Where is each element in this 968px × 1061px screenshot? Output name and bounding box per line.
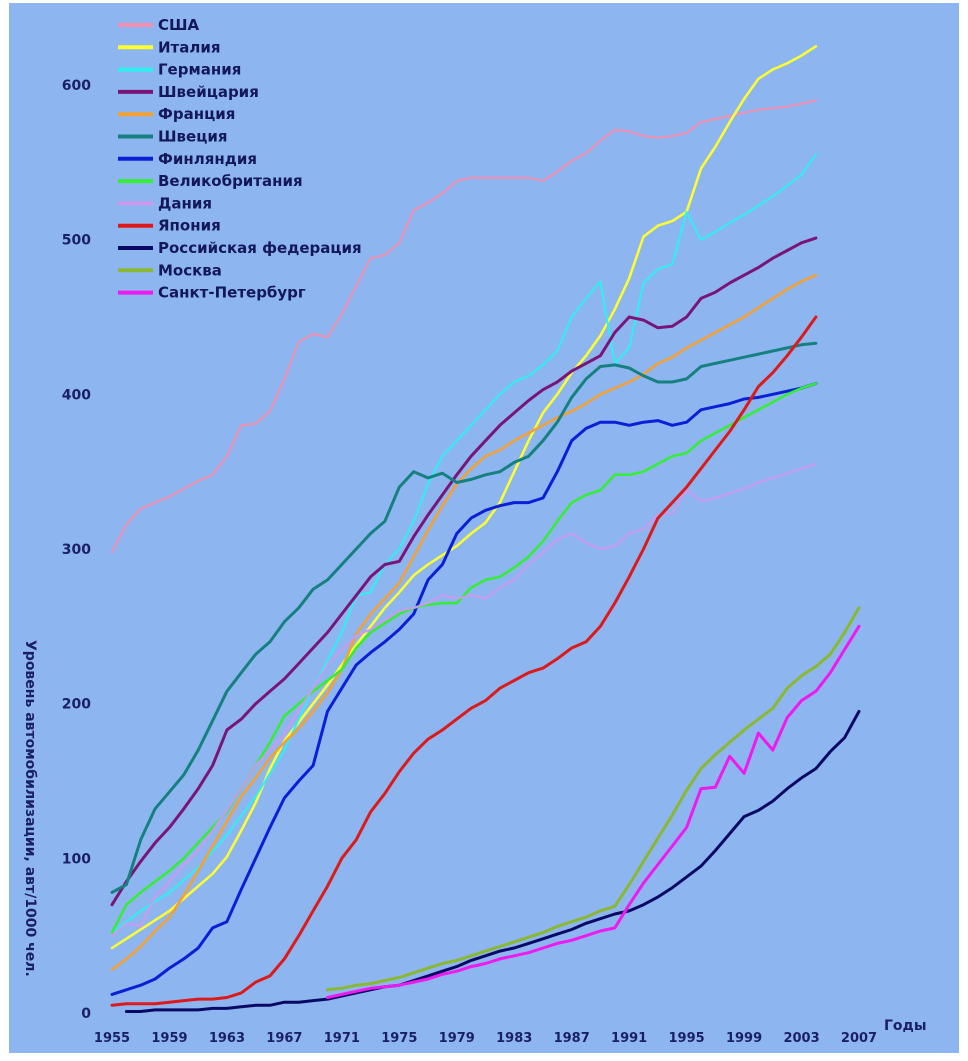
series-line	[110, 273, 818, 971]
series-line	[111, 153, 817, 934]
x-tick-label: 1955	[94, 1031, 130, 1046]
legend-label: США	[158, 16, 200, 34]
legend-label: Япония	[158, 217, 221, 235]
x-axis-ticks: 1955 1959 1963 1967 1971 1975 1979 1983 1987 1991…	[94, 1031, 877, 1046]
legend-label: Швеция	[158, 128, 227, 146]
legend: США Италия Германия Швейцария Франция Швеция Ф…	[118, 16, 362, 302]
y-tick-label: 0	[81, 1006, 91, 1022]
x-tick-label: 1983	[496, 1031, 532, 1046]
series-layer	[110, 45, 861, 1013]
y-tick-label: 200	[62, 697, 91, 713]
x-tick-label: 1975	[381, 1031, 417, 1046]
series-line	[110, 315, 818, 1007]
legend-label: Москва	[158, 261, 222, 279]
legend-label: Италия	[158, 38, 221, 56]
x-tick-label: 1991	[611, 1031, 647, 1046]
y-tick-label: 600	[62, 78, 91, 94]
x-tick-label: 1967	[266, 1031, 302, 1046]
y-tick-label: 300	[62, 542, 91, 558]
series-line	[110, 236, 818, 907]
series-line	[110, 382, 818, 996]
x-axis-title: Годы	[884, 1018, 927, 1034]
x-tick-label: 2003	[783, 1031, 819, 1046]
legend-label: Российская федерация	[158, 239, 362, 257]
y-tick-label: 400	[62, 387, 91, 403]
x-tick-label: 1987	[554, 1031, 590, 1046]
y-axis-ticks: 0 100 200 300 400 500 600	[62, 78, 91, 1022]
x-tick-label: 1971	[324, 1031, 360, 1046]
legend-label: Дания	[158, 194, 212, 212]
series-line	[110, 341, 818, 894]
legend-label: Швейцария	[158, 83, 259, 101]
x-tick-label: 2007	[841, 1031, 877, 1046]
series-line	[111, 462, 817, 937]
x-tick-label: 1959	[151, 1031, 187, 1046]
series-line	[111, 99, 817, 554]
series-line	[326, 606, 861, 992]
x-tick-label: 1995	[669, 1031, 705, 1046]
x-tick-label: 1999	[726, 1031, 762, 1046]
y-axis-title: Уровень автомобилизации, авт/1000 чел.	[22, 640, 38, 977]
legend-label: Германия	[158, 61, 241, 79]
legend-label: Санкт-Петербург	[158, 284, 306, 302]
x-tick-label: 1963	[209, 1031, 245, 1046]
x-tick-label: 1979	[439, 1031, 475, 1046]
series-line	[124, 709, 861, 1013]
y-tick-label: 100	[62, 851, 91, 867]
series-line	[326, 624, 861, 999]
legend-label: Франция	[158, 105, 235, 123]
legend-label: Великобритания	[158, 172, 303, 190]
y-tick-label: 500	[62, 233, 91, 249]
legend-label: Финляндия	[158, 150, 257, 168]
